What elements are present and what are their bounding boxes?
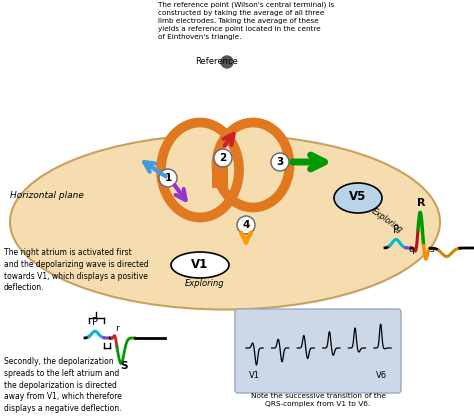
FancyBboxPatch shape bbox=[212, 162, 228, 188]
Circle shape bbox=[237, 216, 255, 234]
Ellipse shape bbox=[334, 183, 382, 213]
Text: 4: 4 bbox=[242, 220, 250, 230]
Circle shape bbox=[221, 56, 233, 68]
Ellipse shape bbox=[164, 126, 236, 214]
Text: P: P bbox=[393, 224, 399, 234]
Text: s: s bbox=[429, 245, 434, 254]
Circle shape bbox=[214, 149, 232, 167]
Text: V1: V1 bbox=[191, 257, 209, 270]
Text: Reference: Reference bbox=[195, 58, 238, 66]
Text: Exploring: Exploring bbox=[370, 207, 405, 235]
Text: V5: V5 bbox=[349, 189, 367, 202]
Text: R: R bbox=[417, 199, 426, 209]
Text: Horizontal plane: Horizontal plane bbox=[10, 191, 84, 199]
FancyBboxPatch shape bbox=[235, 309, 401, 393]
Ellipse shape bbox=[220, 126, 286, 204]
Text: V6: V6 bbox=[376, 371, 388, 380]
Text: P: P bbox=[92, 317, 98, 327]
Text: 2: 2 bbox=[219, 153, 227, 163]
Text: Note the successive transition of the
QRS-complex from V1 to V6.: Note the successive transition of the QR… bbox=[251, 393, 385, 407]
Text: V1: V1 bbox=[248, 371, 259, 380]
Text: r: r bbox=[115, 324, 119, 333]
Text: Secondly, the depolarization
spreads to the left atrium and
the depolarization i: Secondly, the depolarization spreads to … bbox=[4, 357, 122, 413]
Ellipse shape bbox=[171, 252, 229, 278]
Text: 3: 3 bbox=[276, 157, 283, 167]
Text: S: S bbox=[120, 362, 128, 372]
Text: The right atrium is activated first
and the depolarizing wave is directed
toward: The right atrium is activated first and … bbox=[4, 248, 149, 293]
Text: q: q bbox=[409, 245, 415, 254]
Text: The reference point (Wilson's central terminal) is
constructed by taking the ave: The reference point (Wilson's central te… bbox=[158, 2, 334, 41]
Circle shape bbox=[271, 153, 289, 171]
Ellipse shape bbox=[10, 135, 440, 309]
Circle shape bbox=[159, 169, 177, 187]
Text: 1: 1 bbox=[164, 173, 172, 183]
Text: Exploring: Exploring bbox=[185, 280, 225, 288]
